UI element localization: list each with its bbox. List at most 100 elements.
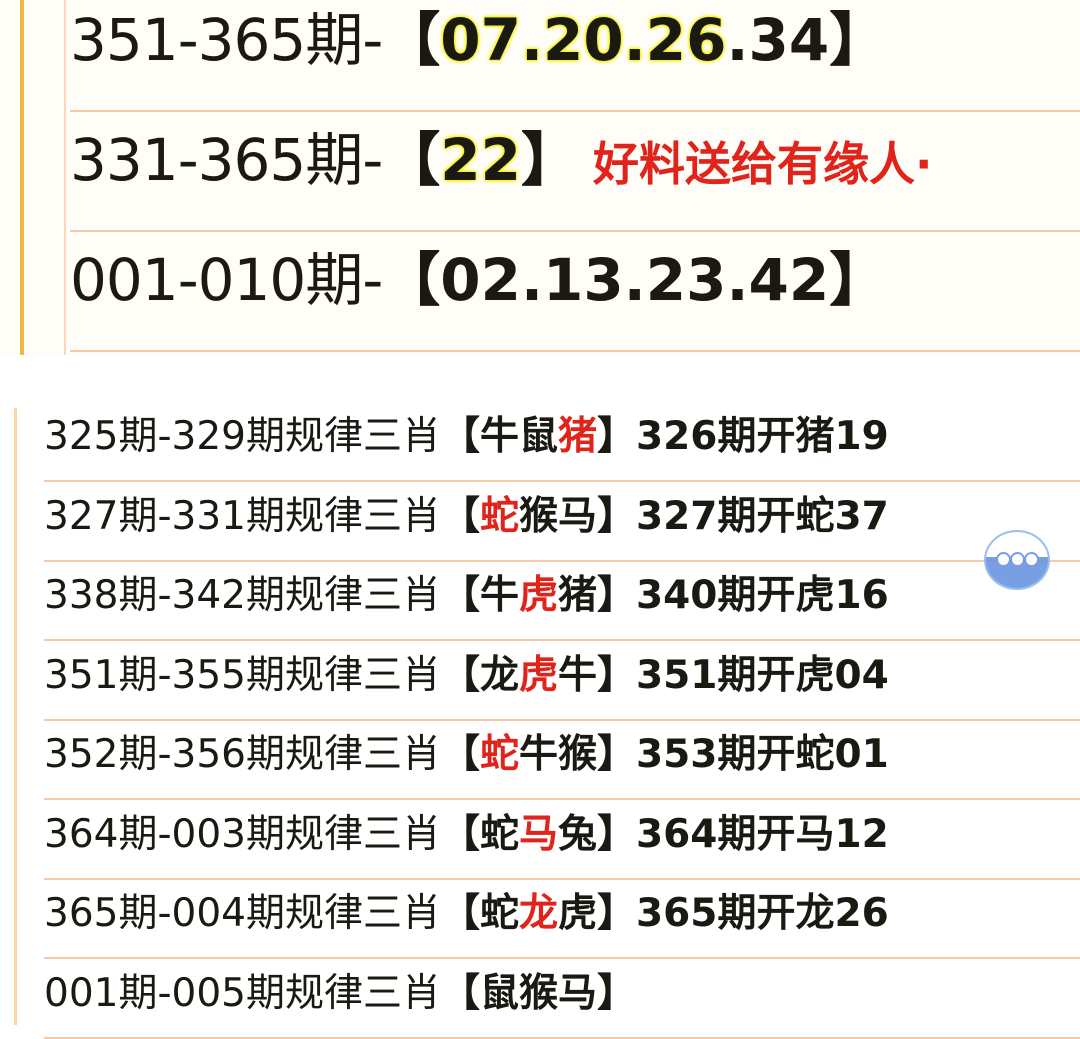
rule-label: 352期-356期规律三肖	[44, 732, 441, 777]
rule-label: 338期-342期规律三肖	[44, 573, 441, 618]
chat-bubble-icon[interactable]	[984, 530, 1050, 590]
zodiac-group: 【蛇牛猴】	[441, 732, 636, 777]
top-panel: 351-365期-【07.20.26.34】 331-365期-【22】 好料送给有…	[0, 0, 1080, 355]
bracket-close: 】	[597, 811, 637, 857]
list-item: 365期-004期规律三肖【蛇龙虎】365期开龙26	[44, 879, 1080, 959]
bracket-open: 【	[440, 811, 480, 857]
period-range: 331-365期-	[70, 126, 383, 194]
number-group: 22	[440, 126, 522, 194]
list-item: 351期-355期规律三肖【龙虎牛】351期开虎04	[44, 641, 1080, 721]
draw-result: 364期开马12	[636, 811, 889, 857]
zodiac: 猴	[518, 493, 558, 539]
draw-result: 326期开猪19	[636, 414, 889, 459]
bracket-open: 【	[382, 246, 441, 314]
rule-label: 325期-329期规律三肖	[44, 414, 441, 459]
list-item: 338期-342期规律三肖【牛虎猪】340期开虎16	[44, 561, 1080, 641]
zodiac: 兔	[558, 811, 598, 857]
divider	[64, 0, 66, 355]
zodiac: 龙	[518, 891, 558, 936]
period-range: 351-365期-	[70, 6, 383, 74]
bracket-open: 【	[440, 414, 480, 459]
zodiac: 猪	[558, 414, 598, 459]
zodiac: 牛	[558, 652, 598, 698]
dot	[1010, 552, 1025, 567]
top-row: 351-365期-【07.20.26.34】	[70, 0, 1080, 112]
zodiac: 马	[558, 493, 598, 539]
list-item: 364期-003期规律三肖【蛇马兔】364期开马12	[44, 800, 1080, 880]
zodiac: 虎	[518, 652, 558, 698]
numbers: 【07.20.26.34】	[382, 6, 887, 74]
bracket-open: 【	[440, 652, 480, 698]
zodiac-group: 【鼠猴马】	[441, 971, 636, 1016]
bracket-close: 】	[597, 493, 637, 539]
zodiac-group: 【龙虎牛】	[441, 653, 636, 698]
top-row: 001-010期-【02.13.23.42】	[70, 230, 1080, 352]
zodiac: 蛇	[479, 811, 519, 857]
divider	[14, 408, 17, 1025]
number-group: 07.20.	[440, 6, 646, 74]
zodiac: 虎	[558, 891, 598, 936]
zodiac: 虎	[518, 573, 558, 618]
zodiac: 鼠	[479, 970, 519, 1016]
draw-result: 351期开虎04	[636, 652, 889, 698]
zodiac: 蛇	[479, 493, 519, 539]
zodiac: 马	[558, 970, 598, 1016]
zodiac: 蛇	[479, 891, 519, 936]
bracket-close: 】	[521, 126, 580, 194]
zodiac: 猴	[558, 732, 598, 777]
zodiac-group: 【蛇猴马】	[441, 494, 636, 539]
rule-label: 001期-005期规律三肖	[44, 970, 441, 1016]
zodiac: 猴	[518, 970, 558, 1016]
bracket-open: 【	[440, 573, 480, 618]
zodiac-group: 【牛鼠猪】	[441, 414, 636, 459]
zodiac-group: 【蛇马兔】	[441, 812, 636, 857]
zodiac: 马	[518, 811, 558, 857]
rule-label: 351期-355期规律三肖	[44, 652, 441, 698]
bracket-open: 【	[440, 732, 480, 777]
bracket-close: 】	[597, 652, 637, 698]
draw-result: 353期开蛇01	[636, 732, 889, 777]
zodiac: 猪	[558, 573, 598, 618]
numbers: 【02.13.23.42】	[382, 246, 887, 314]
bracket-close: 】	[597, 891, 637, 936]
zodiac: 牛	[479, 414, 519, 459]
bracket-open: 【	[440, 891, 480, 936]
bracket-close: 】	[597, 414, 637, 459]
bracket-close: 】	[597, 573, 637, 618]
number-group: .34	[726, 6, 830, 74]
top-row: 331-365期-【22】 好料送给有缘人·	[70, 110, 1080, 232]
rule-label: 327期-331期规律三肖	[44, 493, 441, 539]
draw-result: 327期开蛇37	[636, 493, 889, 539]
zodiac: 牛	[479, 573, 519, 618]
bracket-close: 】	[597, 970, 637, 1016]
number-group: 26	[645, 6, 727, 74]
zodiac-group: 【牛虎猪】	[441, 573, 636, 618]
draw-result: 365期开龙26	[636, 891, 889, 936]
bracket-open: 【	[382, 6, 441, 74]
bracket-close: 】	[829, 6, 888, 74]
list-item: 325期-329期规律三肖【牛鼠猪】326期开猪19	[44, 402, 1080, 482]
zodiac-group: 【蛇龙虎】	[441, 891, 636, 936]
promo-note: 好料送给有缘人·	[593, 137, 933, 191]
bracket-open: 【	[440, 493, 480, 539]
rule-label: 365期-004期规律三肖	[44, 891, 441, 936]
bracket-close: 】	[597, 732, 637, 777]
bottom-panel: 325期-329期规律三肖【牛鼠猪】326期开猪19 327期-331期规律三肖【…	[0, 400, 1080, 1039]
bracket-open: 【	[382, 126, 441, 194]
dot	[1024, 552, 1039, 567]
list-item: 001期-005期规律三肖【鼠猴马】	[44, 959, 1080, 1039]
zodiac: 鼠	[518, 414, 558, 459]
bracket-open: 【	[440, 970, 480, 1016]
draw-result: 340期开虎16	[636, 573, 889, 618]
zodiac: 牛	[518, 732, 558, 777]
number-group: 02.13.23.42	[440, 246, 830, 314]
rule-label: 364期-003期规律三肖	[44, 811, 441, 857]
divider	[20, 0, 24, 355]
period-range: 001-010期-	[70, 246, 383, 314]
dot	[996, 552, 1011, 567]
list-item: 327期-331期规律三肖【蛇猴马】327期开蛇37	[44, 482, 1080, 562]
zodiac: 龙	[479, 652, 519, 698]
list-item: 352期-356期规律三肖【蛇牛猴】353期开蛇01	[44, 720, 1080, 800]
numbers: 【22】	[382, 126, 579, 194]
bracket-close: 】	[829, 246, 888, 314]
